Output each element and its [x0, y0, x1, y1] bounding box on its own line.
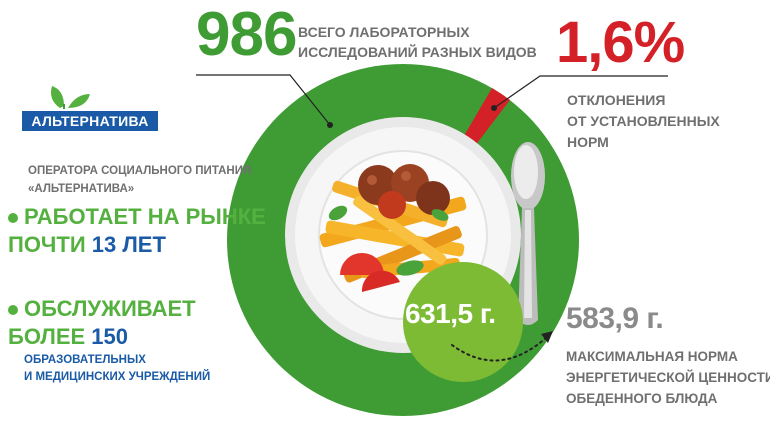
institutions-fact: ОБСЛУЖИВАЕТ БОЛЕЕ 150	[8, 296, 196, 349]
garnish-icon	[328, 205, 449, 292]
leaf-logo-icon	[51, 86, 90, 109]
total-tests-value: 986	[196, 0, 297, 69]
deviation-leader-line	[493, 75, 668, 109]
deviation-value: 1,6%	[556, 10, 685, 75]
actual-energy-value: 631,5 г.	[405, 298, 496, 329]
market-years-fact: РАБОТАЕТ НА РЫНКЕ ПОЧТИ 13 ЛЕТ	[8, 204, 266, 257]
bullet-dot-icon	[8, 305, 18, 316]
actual-value-circle	[403, 262, 523, 382]
norm-energy-value: 583,9 г.	[566, 302, 664, 335]
comparison-arrow	[451, 335, 549, 362]
meatballs-icon	[358, 164, 450, 219]
market-years-value: 13 ЛЕТ	[91, 232, 166, 257]
total-tests-label: ВСЕГО ЛАБОРАТОРНЫХ ИССЛЕДОВАНИЙ РАЗНЫХ В…	[298, 24, 537, 60]
deviation-label: ОТКЛОНЕНИЯ ОТ УСТАНОВЛЕННЫХ НОРМ	[567, 92, 720, 150]
norm-energy-label: МАКСИМАЛЬНАЯ НОРМА ЭНЕРГЕТИЧЕСКОЙ ЦЕННОС…	[566, 349, 770, 406]
spoon-icon	[511, 142, 545, 325]
institutions-caption: ОБРАЗОВАТЕЛЬНЫХ И МЕДИЦИНСКИХ УЧРЕЖДЕНИЙ	[24, 354, 211, 383]
bullet-dot-icon	[8, 213, 18, 224]
total-leader-line	[196, 74, 331, 126]
institutions-value: 150	[91, 324, 128, 349]
operator-caption: ОПЕРАТОРА СОЦИАЛЬНОГО ПИТАНИЯ «АЛЬТЕРНАТ…	[28, 165, 252, 195]
brand-logo: АЛЬТЕРНАТИВА	[22, 111, 158, 131]
